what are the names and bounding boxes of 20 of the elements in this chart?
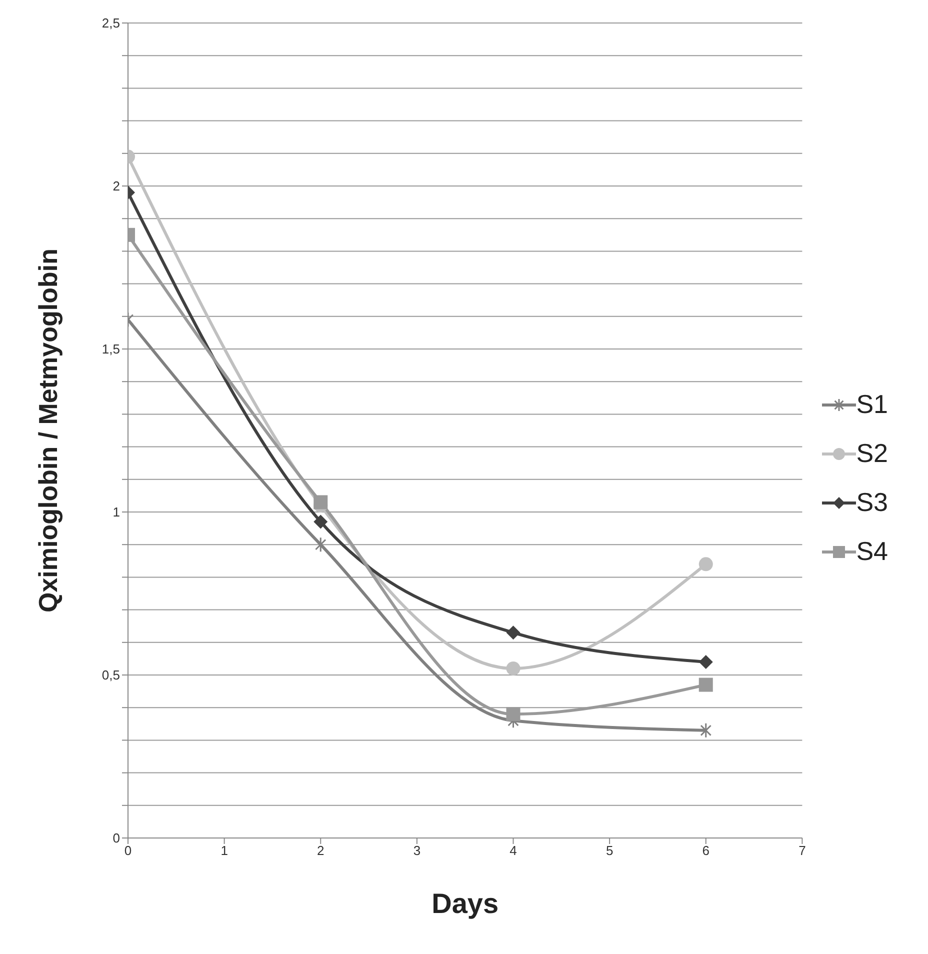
x-tick-label: 4 [510, 843, 517, 858]
x-axis-title: Days [432, 888, 499, 919]
y-tick-label: 1,5 [102, 342, 120, 357]
y-tick-label: 2 [112, 178, 120, 194]
x-tick-label: 3 [413, 843, 421, 858]
y-tick-label: 0 [112, 830, 120, 846]
y-tick-label: 1 [112, 504, 120, 520]
legend-label: S3 [856, 487, 888, 518]
legend-label: S1 [856, 389, 888, 420]
x-tick-label: 7 [798, 843, 806, 858]
x-tick-label: 2 [317, 843, 324, 858]
x-tick-label: 0 [124, 843, 132, 858]
y-axis-title: Qximioglobin / Metmyoglobin [33, 248, 64, 612]
x-tick-label: 1 [220, 843, 228, 858]
x-tick-label: 5 [606, 843, 614, 858]
legend-label: S2 [856, 438, 888, 469]
x-tick-label: 6 [702, 843, 710, 858]
legend-label: S4 [856, 536, 888, 567]
y-tick-label: 0,5 [102, 668, 120, 683]
y-tick-label: 2,5 [102, 16, 120, 31]
